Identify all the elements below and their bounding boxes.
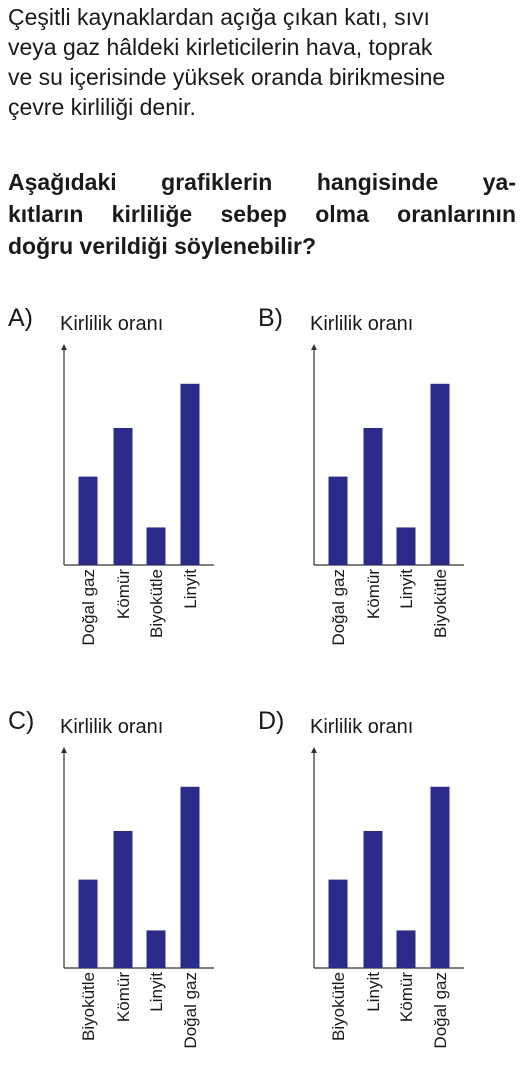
category-label: Kömür (397, 972, 416, 1022)
option-d-chart[interactable]: D) Kirlilik oranı Biyokütle Linyit Kömür Doğa… (258, 703, 508, 1063)
y-axis-arrow-icon (61, 747, 67, 753)
option-c-chart[interactable]: C) Kirlilik oranı Biyokütle Kömür Linyit Doğa… (8, 703, 258, 1063)
category-label: Doğal gaz (79, 569, 98, 646)
option-d-letter: D) (258, 707, 284, 735)
intro-line: çevre kirliliği denir. (8, 94, 196, 120)
bar-3 (430, 786, 450, 968)
intro-paragraph: Çeşitli kaynaklardan açığa çıkan katı, s… (8, 2, 521, 122)
bar-0 (328, 476, 348, 565)
y-axis-label: Kirlilik oranı (310, 313, 413, 335)
y-axis-arrow-icon (61, 344, 67, 350)
y-axis-label: Kirlilik oranı (310, 716, 413, 738)
bar-2 (396, 527, 416, 565)
category-label: Kömür (364, 569, 383, 619)
question-line: Aşağıdaki grafiklerin hangisinde ya- (8, 169, 516, 195)
option-d-chart-svg: D) Kirlilik oranı Biyokütle Linyit Kömür Doğa… (258, 707, 464, 1049)
category-label: Biyokütle (431, 569, 450, 638)
category-label: Doğal gaz (181, 972, 200, 1049)
option-b-chart-svg: B) Kirlilik oranı Doğal gaz Kömür Linyit Biyo… (258, 304, 464, 646)
option-c-chart-svg: C) Kirlilik oranı Biyokütle Kömür Linyit Doğa… (8, 707, 214, 1049)
bar-1 (113, 830, 133, 968)
question-text: Aşağıdaki grafiklerin hangisinde ya- kıt… (8, 166, 516, 262)
question-line: doğru verildiği söylenebilir? (8, 233, 316, 259)
category-label: Kömür (114, 569, 133, 619)
category-label: Linyit (147, 972, 166, 1012)
bar-2 (146, 930, 166, 968)
category-label: Biyokütle (329, 972, 348, 1041)
option-a-chart-svg: A) Kirlilik oranı Doğal gaz Kömür Biyokütle L… (8, 304, 214, 646)
y-axis-label: Kirlilik oranı (60, 313, 163, 335)
bar-1 (363, 830, 383, 968)
option-a-chart[interactable]: A) Kirlilik oranı Doğal gaz Kömür Biyokütle L… (8, 300, 258, 660)
category-label: Linyit (181, 569, 200, 609)
category-label: Doğal gaz (431, 972, 450, 1049)
y-axis-arrow-icon (311, 344, 317, 350)
y-axis-arrow-icon (311, 747, 317, 753)
y-axis-label: Kirlilik oranı (60, 716, 163, 738)
intro-line: veya gaz hâldeki kirleticilerin hava, to… (8, 34, 433, 60)
category-label: Linyit (397, 569, 416, 609)
category-label: Biyokütle (79, 972, 98, 1041)
category-label: Doğal gaz (329, 569, 348, 646)
bar-3 (430, 383, 450, 565)
intro-line: Çeşitli kaynaklardan açığa çıkan katı, s… (8, 4, 430, 30)
option-b-letter: B) (258, 304, 283, 332)
bar-1 (113, 427, 133, 565)
bar-2 (396, 930, 416, 968)
option-b-chart[interactable]: B) Kirlilik oranı Doğal gaz Kömür Linyit Biyo… (258, 300, 508, 660)
bar-1 (363, 427, 383, 565)
category-label: Biyokütle (147, 569, 166, 638)
bar-3 (180, 786, 200, 968)
bar-3 (180, 383, 200, 565)
question-line: kıtların kirliliğe sebep olma oranlarını… (8, 201, 516, 227)
option-c-letter: C) (8, 707, 34, 735)
bar-0 (78, 879, 98, 968)
option-a-letter: A) (8, 304, 33, 332)
bar-0 (328, 879, 348, 968)
bar-2 (146, 527, 166, 565)
category-label: Kömür (114, 972, 133, 1022)
bar-0 (78, 476, 98, 565)
category-label: Linyit (364, 972, 383, 1012)
intro-line: ve su içerisinde yüksek oranda birikmesi… (8, 64, 446, 90)
